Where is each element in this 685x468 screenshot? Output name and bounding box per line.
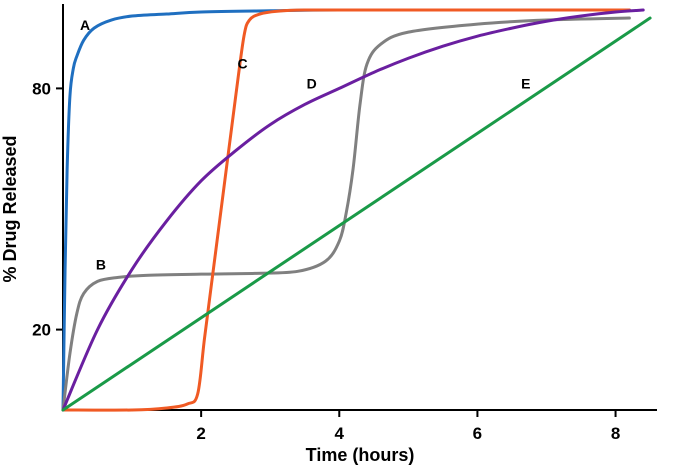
x-axis-title: Time (hours) xyxy=(306,445,415,465)
x-tick-label: 6 xyxy=(473,424,482,443)
y-tick-label: 20 xyxy=(32,321,51,340)
series-line-d xyxy=(61,8,645,412)
series-line-e xyxy=(61,16,652,412)
curve-label-e: E xyxy=(521,75,530,91)
curve-label-d: D xyxy=(307,75,317,91)
x-tick-label: 4 xyxy=(335,424,345,443)
x-tick-label: 8 xyxy=(611,424,620,443)
series-layer xyxy=(61,8,652,412)
series-line-c xyxy=(61,8,631,412)
series-line-b xyxy=(61,16,631,412)
y-tick-label: 80 xyxy=(32,79,51,98)
curve-label-b: B xyxy=(96,256,106,272)
labels-layer: A B C D E xyxy=(80,17,530,272)
y-axis-title: % Drug Released xyxy=(0,135,20,282)
curve-label-c: C xyxy=(238,55,248,71)
x-tick-label: 2 xyxy=(196,424,205,443)
curve-label-a: A xyxy=(80,17,90,33)
